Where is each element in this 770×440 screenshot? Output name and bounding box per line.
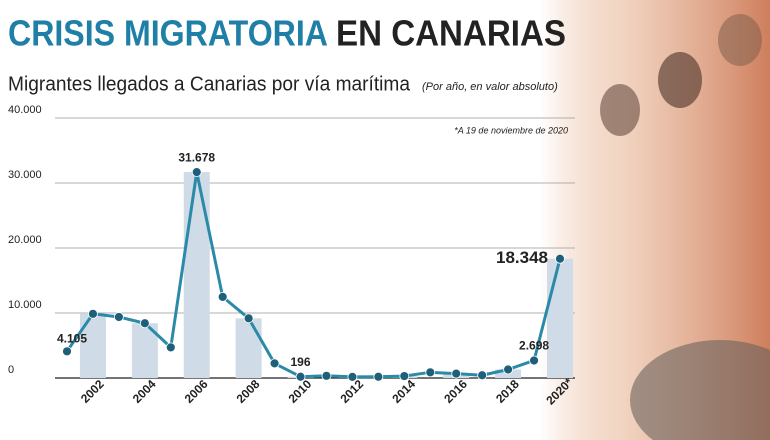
marker: [451, 368, 462, 379]
value-label: 31.678: [178, 150, 215, 164]
marker: [529, 355, 539, 366]
marker: [191, 167, 202, 177]
marker: [139, 318, 150, 329]
x-tick-label: 2008: [234, 377, 263, 406]
marker: [425, 367, 436, 378]
x-tick-label: 2018: [493, 377, 522, 406]
marker: [503, 364, 514, 375]
y-tick-label: 20.000: [8, 234, 42, 246]
x-tick-label: 2016: [441, 377, 470, 406]
marker: [347, 371, 358, 382]
photo-person: [600, 84, 640, 136]
marker: [269, 358, 280, 369]
photo-person: [718, 14, 762, 66]
marker: [165, 342, 176, 353]
value-label: 4.105: [57, 331, 87, 345]
chart-title: EN CANARIAS: [336, 13, 566, 54]
bar: [547, 258, 573, 378]
marker: [113, 312, 124, 322]
bar: [235, 318, 262, 378]
value-label: 196: [291, 355, 311, 369]
y-tick-label: 40.000: [8, 104, 42, 116]
marker: [555, 253, 565, 264]
photo-boat: [630, 340, 770, 440]
x-tick-label: 2014: [389, 377, 418, 406]
y-tick-label: 10.000: [8, 299, 42, 311]
marker: [399, 371, 410, 381]
marker: [62, 346, 72, 357]
y-tick-label: 0: [8, 364, 14, 376]
x-tick-label: 2002: [78, 377, 107, 406]
y-tick-label: 30.000: [8, 169, 42, 181]
subtitle-note: (Por año, en valor absoluto): [422, 81, 558, 93]
marker: [373, 371, 384, 382]
marker: [477, 370, 488, 381]
value-label: 2.698: [519, 339, 549, 353]
x-tick-label: 2006: [182, 377, 211, 406]
marker: [217, 291, 228, 302]
photo-person: [658, 52, 702, 108]
bar: [183, 172, 210, 378]
marker: [321, 370, 332, 381]
marker: [88, 308, 98, 319]
chart-subtitle: Migrantes llegados a Canarias por vía ma…: [8, 73, 411, 95]
annotation: *A 19 de noviembre de 2020: [454, 125, 568, 135]
chart-title: CRISIS MIGRATORIA: [8, 13, 328, 54]
value-label: 18.348: [496, 248, 548, 267]
bar: [79, 313, 106, 378]
marker: [295, 371, 306, 382]
x-tick-label: 2004: [130, 377, 159, 406]
marker: [243, 313, 254, 324]
